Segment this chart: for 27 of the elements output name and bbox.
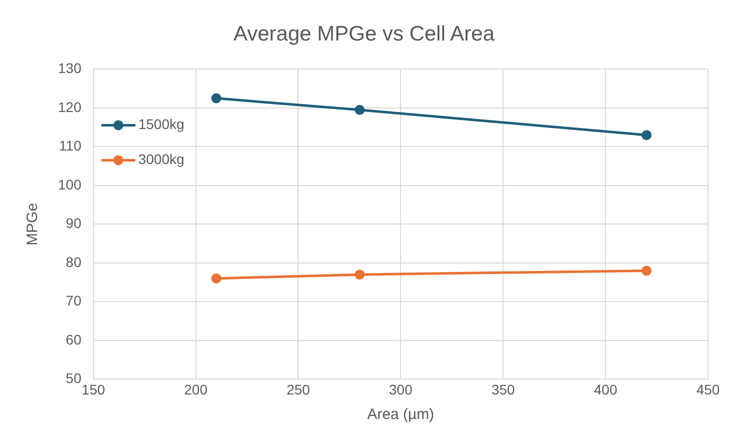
y-tick-label: 110 xyxy=(59,138,82,154)
y-tick-label: 50 xyxy=(66,370,82,386)
point xyxy=(354,270,365,280)
legend-label: 1500kg xyxy=(138,116,184,132)
y-tick-label: 80 xyxy=(66,254,82,270)
x-tick-label: 150 xyxy=(82,381,106,398)
x-tick-label: 350 xyxy=(491,381,516,398)
chart-title: Average MPGe vs Cell Area xyxy=(233,22,495,46)
x-tick-label: 450 xyxy=(696,381,720,398)
point xyxy=(642,130,652,140)
y-tick-label: 70 xyxy=(66,292,82,309)
point xyxy=(642,266,652,276)
x-tick-label: 300 xyxy=(389,381,413,398)
point xyxy=(211,93,222,104)
x-axis-title: Area (µm) xyxy=(367,406,434,424)
x-tick-label: 200 xyxy=(184,381,208,398)
legend-label: 3000kg xyxy=(138,151,184,168)
x-tick-label: 250 xyxy=(286,381,310,398)
y-tick-label: 130 xyxy=(58,60,82,76)
y-axis-title: MPGe xyxy=(24,202,42,246)
y-tick-label: 60 xyxy=(66,331,82,348)
x-tick-label: 400 xyxy=(594,381,618,398)
y-tick-label: 120 xyxy=(58,98,82,115)
y-tick-label: 90 xyxy=(66,215,82,232)
point xyxy=(354,104,365,115)
point xyxy=(211,273,222,284)
y-tick-label: 100 xyxy=(58,176,82,192)
